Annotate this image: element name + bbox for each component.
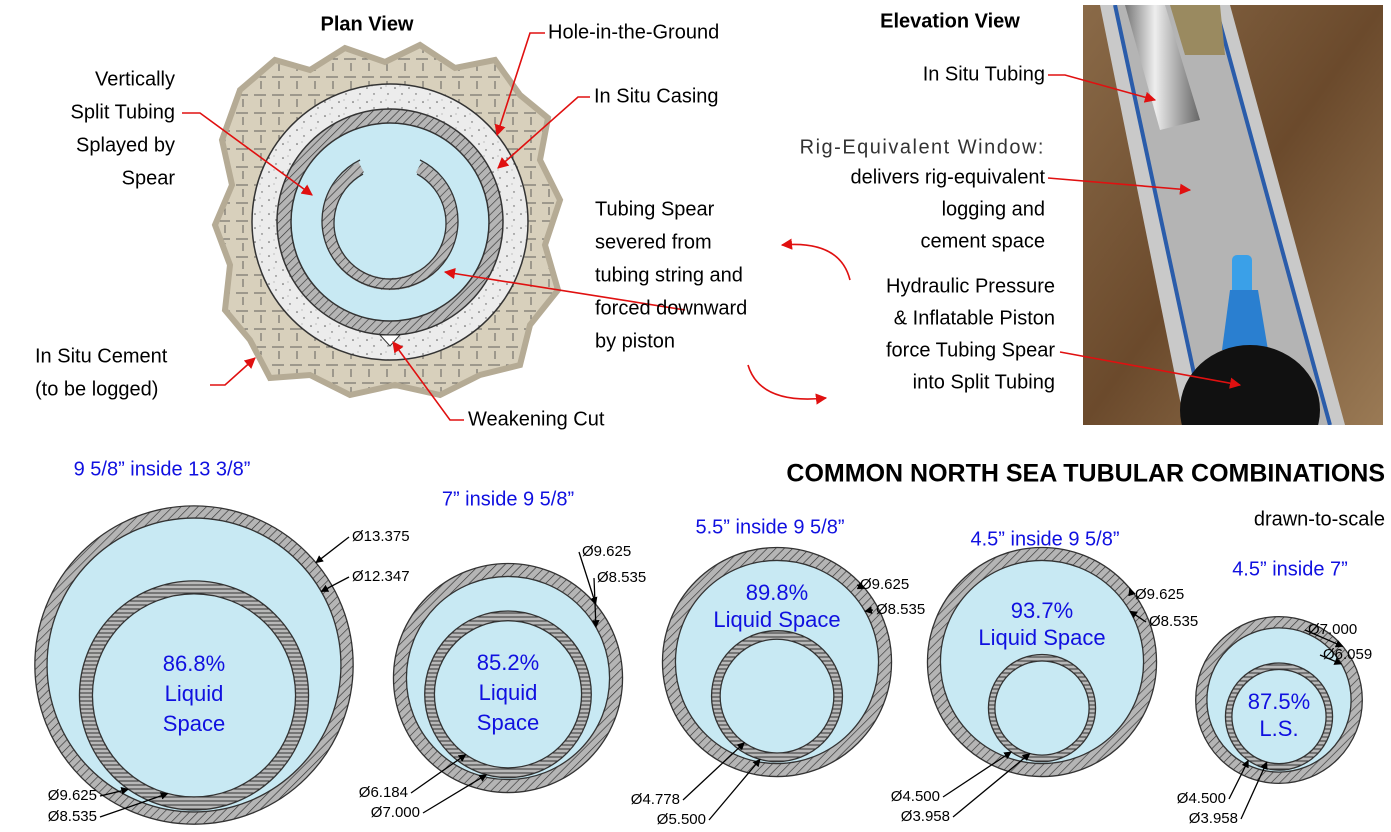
label-line: In Situ Cement (35, 345, 168, 367)
elevation-title: Elevation View (880, 10, 1020, 32)
label-line: Vertically (95, 68, 175, 90)
subtitle: drawn-to-scale (1254, 508, 1385, 530)
label-line: severed from (595, 231, 712, 253)
label: Rig-Equivalent Window: (800, 136, 1045, 158)
combination-label: 4.5” inside 9 5/8” (971, 528, 1120, 550)
elevation-photo (1083, 5, 1383, 475)
diameter-label: Ø8.535 (876, 601, 925, 618)
label-line: force Tubing Spear (886, 339, 1055, 361)
diameter-label: Ø8.535 (48, 808, 97, 825)
leader (316, 537, 349, 563)
combination-label: 5.5” inside 9 5/8” (696, 516, 845, 538)
liquid-space: 87.5% (1248, 689, 1310, 714)
liquid-space: Liquid Space (978, 625, 1105, 650)
label-line: Spear (122, 167, 176, 189)
label-line: Tubing Spear (595, 198, 715, 220)
diameter-label: Ø3.958 (901, 808, 950, 825)
label-line: forced downward (595, 297, 747, 319)
diameter-label: Ø7.000 (1308, 621, 1357, 638)
leader (943, 752, 1011, 797)
casing-bore (291, 123, 489, 321)
leader (423, 775, 486, 813)
label-line: into Split Tubing (913, 371, 1055, 393)
label-line: Split Tubing (70, 101, 175, 123)
diameter-label: Ø9.625 (48, 787, 97, 804)
diameter-label: Ø9.625 (860, 576, 909, 593)
plan-view-drawing (215, 45, 560, 395)
diameter-label: Ø4.500 (1177, 790, 1226, 807)
arrow (748, 365, 826, 399)
liquid-space: Liquid (165, 681, 224, 706)
liquid-space: 85.2% (477, 650, 539, 675)
label-line: Splayed by (76, 134, 175, 156)
label-line: cement space (920, 230, 1045, 252)
label-line: & Inflatable Piston (894, 307, 1055, 329)
combination-label: 4.5” inside 7” (1232, 558, 1348, 580)
diameter-label: Ø8.535 (1149, 613, 1198, 630)
liquid-space: Liquid Space (713, 607, 840, 632)
combination-label: 7” inside 9 5/8” (442, 488, 574, 510)
piston (1180, 345, 1320, 475)
plan-title: Plan View (320, 13, 413, 35)
diameter-label: Ø6.059 (1323, 646, 1372, 663)
label: Hole-in-the-Ground (548, 21, 719, 43)
label-line: tubing string and (595, 264, 743, 286)
liquid-space: 86.8% (163, 651, 225, 676)
diameter-label: Ø13.375 (352, 528, 410, 545)
liquid-space: Space (477, 710, 539, 735)
diameter-label: Ø6.184 (359, 784, 408, 801)
diameter-label: Ø9.625 (1135, 586, 1184, 603)
liquid-space: L.S. (1259, 716, 1298, 741)
arrow (782, 244, 850, 280)
section-title: COMMON NORTH SEA TUBULAR COMBINATIONS (786, 460, 1385, 488)
label-line: logging and (942, 198, 1045, 220)
label-line: by piston (595, 330, 675, 352)
spear-tip (1232, 255, 1252, 295)
diagram: Plan View Hole-in-the-Ground In Situ Cas… (0, 0, 1391, 832)
label-line: Hydraulic Pressure (886, 275, 1055, 297)
liquid-space: Space (163, 711, 225, 736)
diameter-label: Ø4.778 (631, 791, 680, 808)
diameter-label: Ø5.500 (657, 811, 706, 828)
label: Weakening Cut (468, 408, 605, 430)
combination-label: 9 5/8” inside 13 3/8” (74, 458, 251, 480)
diameter-label: Ø4.500 (891, 788, 940, 805)
liquid-space: 93.7% (1011, 598, 1073, 623)
diameter-label: Ø12.347 (352, 568, 410, 585)
label: In Situ Casing (594, 85, 719, 107)
label-line: delivers rig-equivalent (850, 166, 1045, 188)
arrow (210, 358, 255, 385)
diameter-label: Ø8.535 (597, 569, 646, 586)
diameter-label: Ø7.000 (371, 804, 420, 821)
liquid-space: Liquid (479, 680, 538, 705)
diameter-label: Ø9.625 (582, 543, 631, 560)
liquid-space: 89.8% (746, 580, 808, 605)
label: In Situ Tubing (923, 63, 1045, 85)
label-line: (to be logged) (35, 378, 158, 400)
diameter-label: Ø3.958 (1189, 810, 1238, 827)
